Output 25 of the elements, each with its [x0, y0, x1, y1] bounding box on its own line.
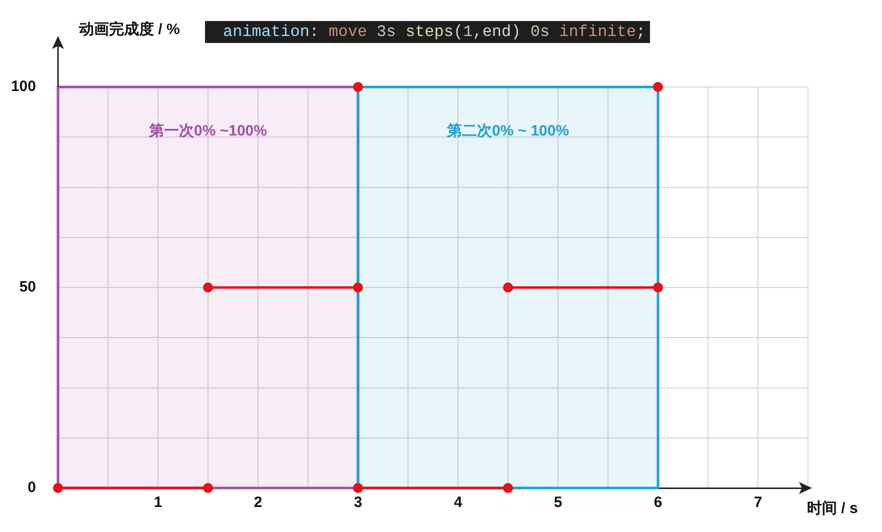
x-tick-label: 7: [754, 494, 762, 512]
x-tick-label: 2: [254, 494, 262, 512]
point: [503, 282, 513, 292]
point: [653, 82, 663, 92]
x-tick-label: 1: [154, 494, 162, 512]
point: [503, 483, 513, 493]
y-tick-label: 0: [28, 479, 36, 496]
point: [53, 483, 63, 493]
y-tick-label: 100: [10, 78, 36, 96]
point: [653, 282, 663, 292]
x-tick-label: 4: [454, 494, 463, 512]
point: [353, 282, 363, 292]
x-tick-label: 5: [554, 494, 562, 512]
text: animation: move 3s steps(1,end) 0s infinite;: [223, 23, 646, 41]
point: [203, 282, 213, 292]
x-tick-label: 3: [354, 494, 362, 512]
x-tick-label: 6: [654, 494, 662, 512]
band-label: 第二次0% ~ 100%: [446, 122, 570, 140]
point: [353, 82, 363, 92]
y-tick-label: 50: [19, 278, 36, 296]
x-axis-title: 时间 / s: [807, 500, 858, 518]
point: [353, 483, 363, 493]
point: [203, 483, 213, 493]
band-label: 第一次0% ~100%: [148, 122, 267, 140]
y-axis-title: 动画完成度 / %: [79, 21, 180, 39]
